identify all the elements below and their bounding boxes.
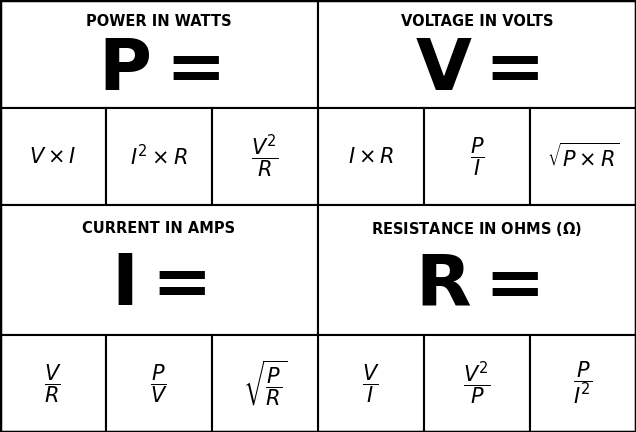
Text: CURRENT IN AMPS: CURRENT IN AMPS bbox=[83, 221, 235, 236]
Text: $\mathbf{R=}$: $\mathbf{R=}$ bbox=[415, 251, 539, 320]
Bar bbox=[424, 108, 530, 205]
Text: $\sqrt{P \times R}$: $\sqrt{P \times R}$ bbox=[547, 143, 619, 171]
Bar bbox=[0, 0, 318, 108]
Text: $\dfrac{P}{V}$: $\dfrac{P}{V}$ bbox=[150, 362, 168, 405]
Text: $\dfrac{V}{I}$: $\dfrac{V}{I}$ bbox=[363, 362, 380, 405]
Bar bbox=[530, 335, 636, 432]
Text: $\mathbf{V=}$: $\mathbf{V=}$ bbox=[415, 36, 539, 105]
Text: $\dfrac{V^2}{R}$: $\dfrac{V^2}{R}$ bbox=[251, 133, 279, 181]
Bar bbox=[0, 335, 106, 432]
Text: POWER IN WATTS: POWER IN WATTS bbox=[86, 14, 232, 29]
Bar bbox=[0, 108, 106, 205]
Bar bbox=[318, 108, 424, 205]
Text: $V \times I$: $V \times I$ bbox=[29, 146, 77, 167]
Text: $\sqrt{\dfrac{P}{R}}$: $\sqrt{\dfrac{P}{R}}$ bbox=[243, 359, 287, 408]
Bar bbox=[318, 335, 424, 432]
Text: $\dfrac{P}{I}$: $\dfrac{P}{I}$ bbox=[470, 135, 484, 178]
Bar bbox=[530, 108, 636, 205]
Text: $\mathbf{I=}$: $\mathbf{I=}$ bbox=[111, 251, 207, 320]
Text: $\dfrac{V}{R}$: $\dfrac{V}{R}$ bbox=[45, 362, 62, 405]
Bar bbox=[212, 335, 318, 432]
Text: $\dfrac{P}{I^2}$: $\dfrac{P}{I^2}$ bbox=[573, 360, 593, 407]
Text: $I \times R$: $I \times R$ bbox=[348, 146, 394, 167]
Text: $I^2 \times R$: $I^2 \times R$ bbox=[130, 144, 188, 169]
Bar bbox=[318, 205, 636, 335]
Bar bbox=[106, 335, 212, 432]
Bar bbox=[318, 0, 636, 108]
Bar bbox=[212, 108, 318, 205]
Text: VOLTAGE IN VOLTS: VOLTAGE IN VOLTS bbox=[401, 14, 553, 29]
Bar bbox=[424, 335, 530, 432]
Bar bbox=[106, 108, 212, 205]
Text: $\mathbf{P=}$: $\mathbf{P=}$ bbox=[98, 36, 220, 105]
Text: RESISTANCE IN OHMS ($\mathbf{\Omega}$): RESISTANCE IN OHMS ($\mathbf{\Omega}$) bbox=[371, 219, 583, 238]
Bar bbox=[0, 205, 318, 335]
Text: $\dfrac{V^2}{P}$: $\dfrac{V^2}{P}$ bbox=[463, 359, 491, 407]
